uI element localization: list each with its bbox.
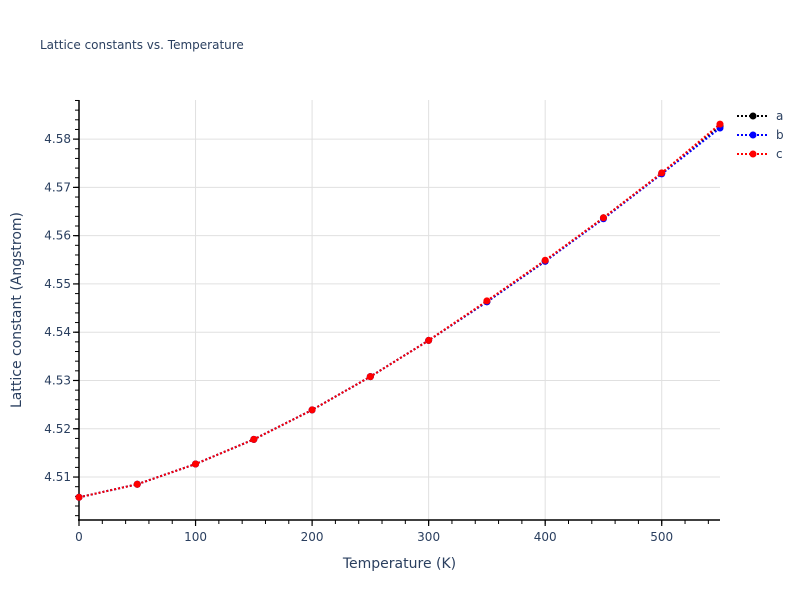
legend-item-b[interactable]: b — [736, 125, 784, 144]
y-tick-label: 4.57 — [44, 180, 71, 194]
series-line-b — [78, 127, 721, 499]
legend-marker-c-icon — [737, 150, 769, 157]
x-tick-label: 0 — [75, 530, 83, 544]
y-tick-label: 4.51 — [44, 470, 71, 484]
data-point-c[interactable] — [75, 493, 83, 501]
data-point-c[interactable] — [599, 214, 607, 222]
data-point-c[interactable] — [483, 297, 491, 305]
data-point-c[interactable] — [366, 373, 374, 381]
data-point-c[interactable] — [541, 256, 549, 264]
data-point-c[interactable] — [425, 336, 433, 344]
x-tick-label: 200 — [301, 530, 324, 544]
legend: a b c — [736, 106, 784, 163]
y-tick-label: 4.52 — [44, 422, 71, 436]
data-point-c[interactable] — [133, 480, 141, 488]
y-tick-label: 4.53 — [44, 373, 71, 387]
legend-label-b: b — [776, 127, 784, 142]
series-line-c — [78, 123, 721, 499]
x-tick-label: 100 — [184, 530, 207, 544]
series-line-a — [78, 125, 721, 499]
data-point-c[interactable] — [716, 120, 724, 128]
x-tick-label: 500 — [650, 530, 673, 544]
y-tick-label: 4.55 — [44, 277, 71, 291]
x-tick-label: 400 — [534, 530, 557, 544]
y-tick-label: 4.58 — [44, 132, 71, 146]
data-point-c[interactable] — [250, 435, 258, 443]
y-axis-title: Lattice constant (Angstrom) — [9, 212, 25, 408]
x-axis-title: Temperature (K) — [342, 556, 456, 572]
y-tick-label: 4.56 — [44, 229, 71, 243]
legend-item-c[interactable]: c — [736, 144, 784, 163]
x-tick-label: 300 — [417, 530, 440, 544]
legend-marker-b-icon — [737, 131, 769, 138]
chart-title: Lattice constants vs. Temperature — [40, 38, 244, 52]
legend-label-c: c — [776, 146, 783, 161]
data-point-c[interactable] — [308, 406, 316, 414]
data-point-c[interactable] — [658, 169, 666, 177]
legend-item-a[interactable]: a — [736, 106, 784, 125]
data-point-c[interactable] — [192, 460, 200, 468]
y-tick-label: 4.54 — [44, 325, 71, 339]
legend-label-a: a — [776, 108, 784, 123]
legend-marker-a-icon — [737, 112, 769, 119]
